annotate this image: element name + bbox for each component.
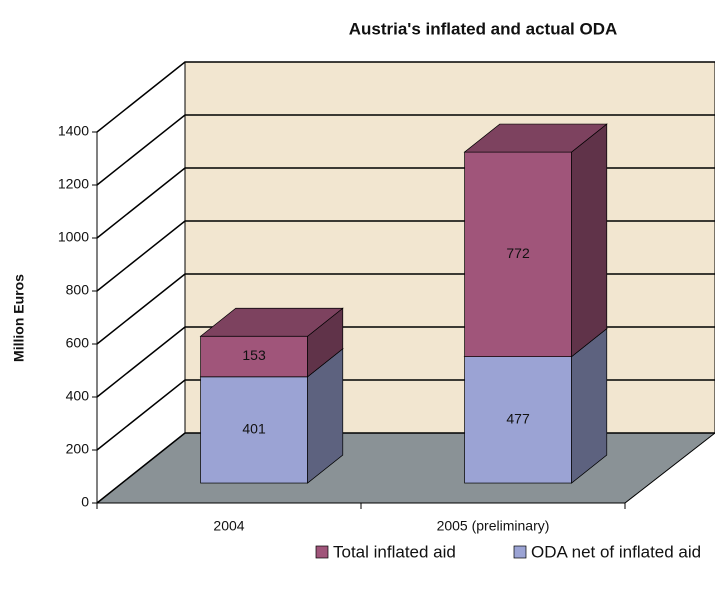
value-label: 772 <box>506 245 530 261</box>
legend-label: Total inflated aid <box>333 542 456 561</box>
legend-swatch <box>513 545 527 559</box>
grid-line <box>96 61 715 133</box>
x-tick-label: 2005 (preliminary) <box>437 518 550 534</box>
bar <box>464 356 572 484</box>
bar-top <box>199 307 344 337</box>
value-label: 477 <box>506 411 530 427</box>
x-tick-label: 2004 <box>213 518 244 534</box>
y-tick-label: 1000 <box>58 229 89 245</box>
y-tick-label: 200 <box>66 441 90 457</box>
bar <box>200 376 308 484</box>
y-tick-label: 1400 <box>58 123 89 139</box>
y-tick-label: 400 <box>66 388 90 404</box>
floor <box>95 432 715 504</box>
y-tick-label: 800 <box>66 282 90 298</box>
grid-line <box>96 114 715 186</box>
value-label: 153 <box>242 347 266 363</box>
y-axis-label: Million Euros <box>11 274 27 362</box>
legend-swatch <box>315 545 329 559</box>
legend-label: ODA net of inflated aid <box>531 542 701 561</box>
bar <box>464 151 572 357</box>
bar-side <box>571 123 608 358</box>
y-tick-label: 600 <box>66 335 90 351</box>
value-label: 401 <box>242 421 266 437</box>
y-tick-label: 1200 <box>58 176 89 192</box>
bar-top <box>463 123 608 153</box>
chart-title: Austria's inflated and actual ODA <box>349 19 618 38</box>
y-tick-label: 0 <box>81 494 89 510</box>
